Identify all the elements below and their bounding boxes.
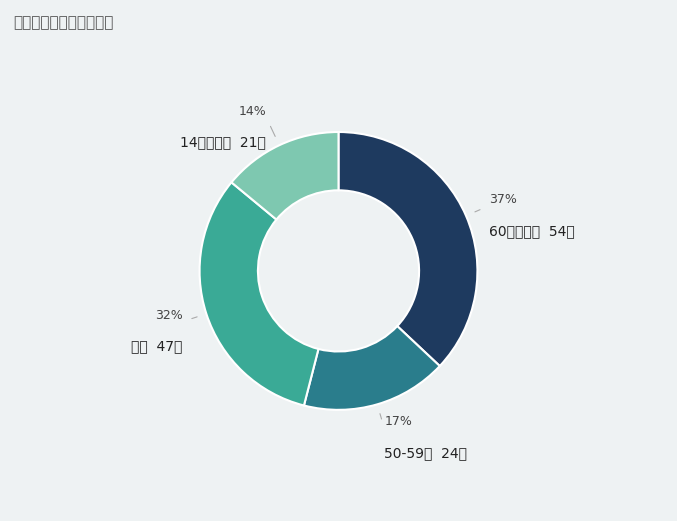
Wedge shape bbox=[338, 132, 477, 366]
Wedge shape bbox=[200, 182, 318, 405]
Text: 60岁及以上  54人: 60岁及以上 54人 bbox=[489, 224, 575, 238]
Text: 14岁及以下  21人: 14岁及以下 21人 bbox=[181, 135, 266, 150]
Text: 广州市确诊病例年龄分布: 广州市确诊病例年龄分布 bbox=[14, 16, 114, 31]
Text: 32%: 32% bbox=[155, 308, 183, 321]
Wedge shape bbox=[304, 326, 440, 410]
Text: 37%: 37% bbox=[489, 193, 517, 206]
Text: 其他  47人: 其他 47人 bbox=[131, 340, 183, 354]
Text: 14%: 14% bbox=[238, 105, 266, 118]
Text: 17%: 17% bbox=[385, 415, 412, 428]
Text: 50-59岁  24人: 50-59岁 24人 bbox=[385, 446, 467, 461]
Wedge shape bbox=[232, 132, 338, 219]
